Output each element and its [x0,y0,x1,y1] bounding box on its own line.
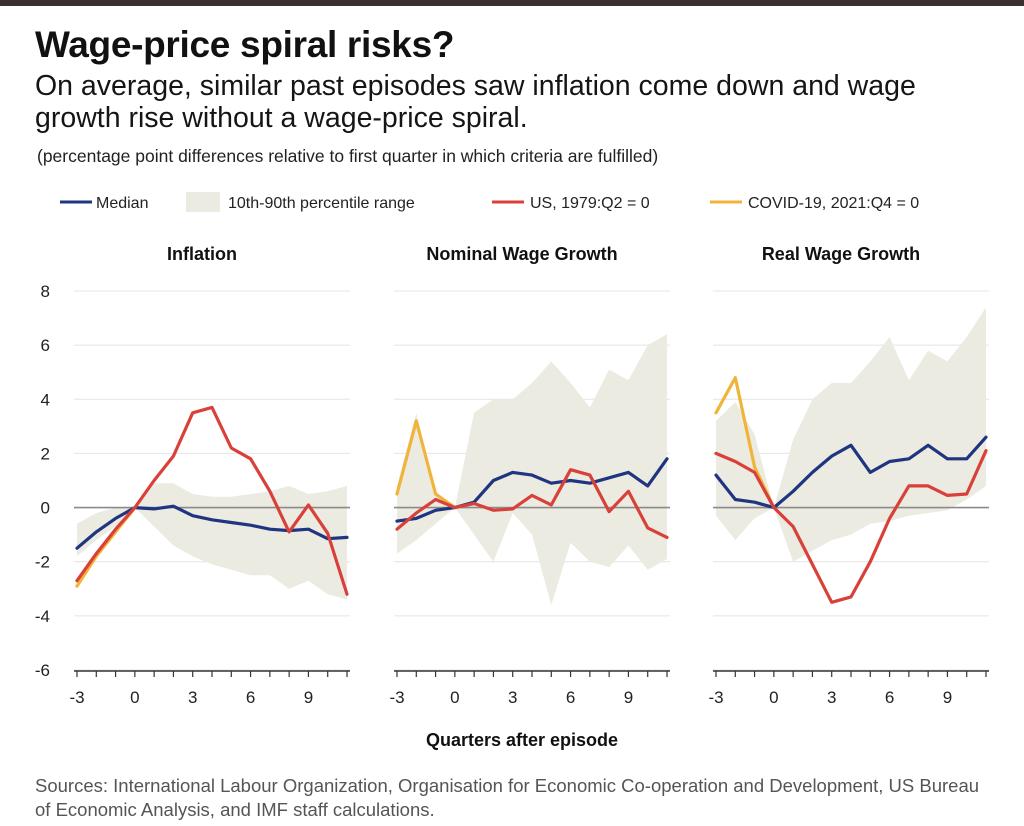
y-tick-label: -4 [35,607,50,626]
legend-covid-label: COVID-19, 2021:Q4 = 0 [748,195,919,212]
us-line [714,449,988,604]
y-tick-label: 2 [41,444,50,463]
y-tick-label: 6 [41,336,50,355]
panel-title: Real Wage Growth [762,244,920,264]
panel-title: Nominal Wage Growth [426,244,617,264]
x-tick-label: 6 [566,688,575,707]
x-tick-label: 3 [508,688,517,707]
legend-us-label: US, 1979:Q2 = 0 [530,195,650,212]
x-tick-label: -3 [69,688,84,707]
x-tick-label: -3 [708,688,723,707]
median-line [714,435,988,510]
y-tick-label: -2 [35,553,50,572]
chart-subtitle: On average, similar past episodes saw in… [35,70,916,134]
x-tick-label: -3 [389,688,404,707]
chart-area: Median 10th-90th percentile range US, 1979… [35,192,989,750]
x-tick-label: 9 [304,688,313,707]
x-tick-label: 0 [130,688,139,707]
x-axis-title: Quarters after episode [426,730,618,750]
x-tick-label: 9 [624,688,633,707]
x-tick-label: 0 [450,688,459,707]
x-tick-label: 3 [188,688,197,707]
median-line [395,457,669,523]
percentile-band [397,334,667,605]
top-rule [0,0,1024,6]
y-tick-label: 8 [41,282,50,301]
x-tick-label: 0 [769,688,778,707]
sources-note: Sources: International Labour Organizati… [35,775,980,820]
y-tick-label: 0 [41,499,50,518]
x-tick-label: 3 [827,688,836,707]
x-tick-label: 9 [943,688,952,707]
y-tick-label: 4 [41,390,50,409]
x-tick-label: 6 [246,688,255,707]
legend-median-label: Median [96,195,148,212]
percentile-band [77,483,347,600]
legend-band-label: 10th-90th percentile range [228,195,415,212]
chart-note: (percentage point differences relative t… [37,146,659,166]
median-line [75,504,349,550]
panel-title: Inflation [167,244,237,264]
us-line [75,405,349,596]
covid-line [395,419,457,510]
legend-band-swatch [186,192,220,212]
us-line [395,468,669,540]
x-tick-label: 6 [885,688,894,707]
y-tick-label: -6 [35,661,50,680]
chart-title: Wage-price spiral risks? [35,24,455,65]
